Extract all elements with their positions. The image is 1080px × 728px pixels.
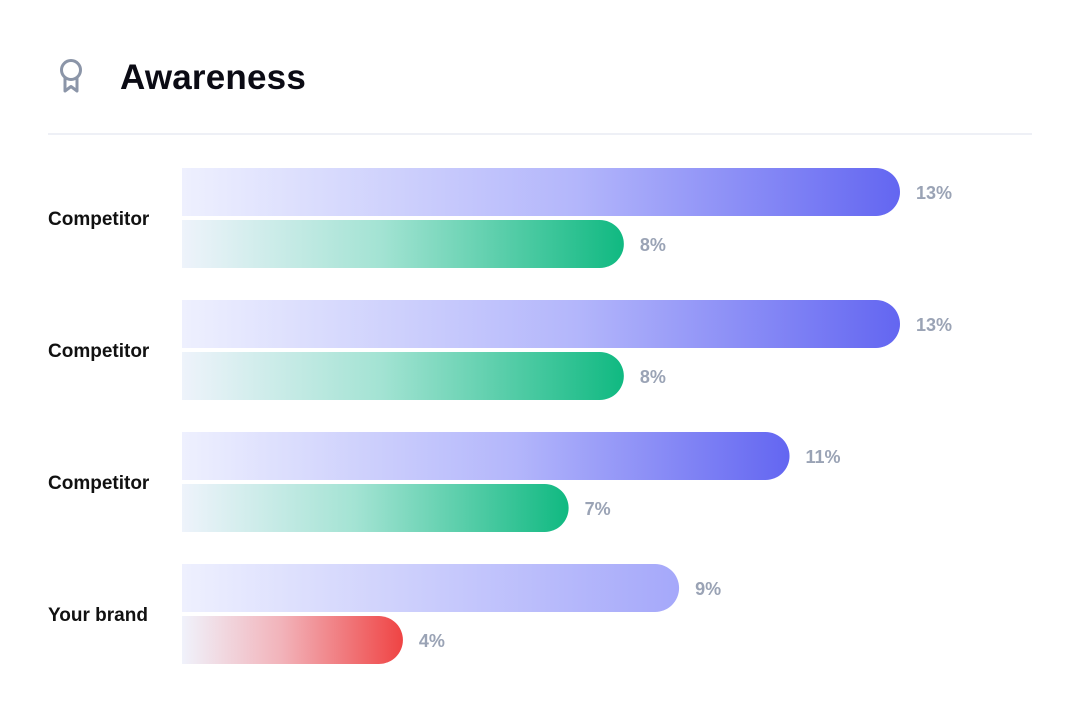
divider: [48, 133, 1032, 135]
bar-secondary: [182, 616, 403, 664]
value-label: 9%: [695, 579, 721, 599]
bar-primary: [182, 300, 900, 348]
category-label: Competitor: [48, 341, 150, 362]
category-label: Competitor: [48, 209, 150, 230]
bar-secondary: [182, 220, 624, 268]
card-header: Awareness: [48, 52, 306, 104]
bar-primary: [182, 564, 680, 612]
bar-primary: [182, 168, 900, 216]
value-label: 8%: [640, 367, 666, 387]
value-label: 4%: [419, 631, 445, 651]
value-label: 13%: [916, 183, 952, 203]
bar-secondary: [182, 484, 569, 532]
value-label: 11%: [806, 447, 841, 467]
bar-secondary: [182, 352, 624, 400]
bar-primary: [182, 432, 790, 480]
category-label: Your brand: [48, 605, 148, 626]
value-label: 7%: [585, 499, 611, 519]
category-label: Competitor: [48, 473, 150, 494]
award-ribbon-icon: [56, 57, 86, 99]
page-title: Awareness: [120, 58, 306, 97]
value-label: 13%: [916, 315, 952, 335]
value-label: 8%: [640, 235, 666, 255]
